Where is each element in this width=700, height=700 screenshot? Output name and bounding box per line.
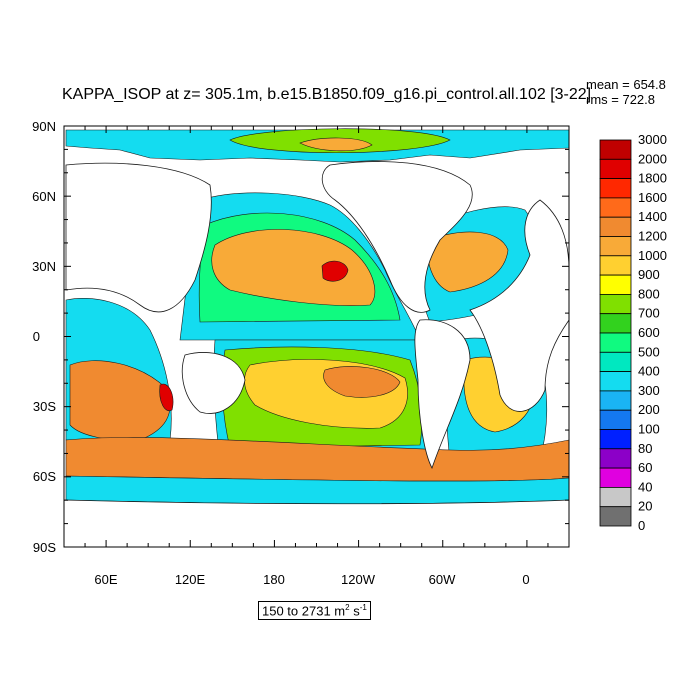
colorbar-level-label: 80 (638, 441, 652, 456)
colorbar-swatch (599, 313, 632, 334)
lon-label-180: 180 (263, 572, 285, 587)
range-label: 150 to 2731 m2 s-1 (258, 601, 371, 621)
colorbar-level-label: 0 (638, 518, 645, 533)
rms-stat: rms = 722.8 (586, 92, 656, 107)
south-america (414, 319, 471, 469)
north-atlantic-gyre (427, 231, 509, 293)
plot-title: KAPPA_ISOP at z= 305.1m, b.e15.B1850.f09… (62, 86, 592, 103)
colorbar-level-label: 200 (638, 402, 660, 417)
north-pacific-max (321, 260, 349, 282)
colorbar-swatch (599, 216, 632, 237)
colorbar-swatch (599, 448, 632, 469)
indian-ocean-gyre (69, 360, 171, 441)
lat-label-30n: 30N (32, 259, 56, 274)
colorbar-level-label: 1800 (638, 171, 667, 186)
colorbar-swatch (599, 236, 632, 257)
colorbar-swatch (599, 486, 632, 508)
north-america (321, 161, 473, 313)
colorbar-level-label: 900 (638, 267, 660, 282)
lat-label-90s: 90S (33, 540, 56, 555)
stats-block: mean = 654.8 rms = 722.8 (586, 77, 666, 107)
arctic-core (299, 137, 373, 152)
lat-label-0: 0 (33, 329, 40, 344)
colorbar-swatch (599, 506, 632, 527)
asia (65, 162, 212, 313)
colorbar-swatch (599, 255, 632, 276)
lon-label-60e: 60E (94, 572, 117, 587)
lon-label-60w: 60W (429, 572, 456, 587)
colorbar-level-label: 3000 (638, 132, 667, 147)
colorbar-level-label: 1600 (638, 190, 667, 205)
antarctica (64, 499, 569, 547)
mean-stat: mean = 654.8 (586, 77, 666, 92)
range-text: 150 to 2731 m (262, 603, 346, 619)
map-field (64, 126, 569, 547)
colorbar-level-label: 1000 (638, 248, 667, 263)
colorbar-level-label: 20 (638, 499, 652, 514)
colorbar-swatch (599, 351, 632, 372)
range-unit: s (349, 603, 360, 619)
colorbar-level-label: 1200 (638, 229, 667, 244)
colorbar-swatch (599, 429, 632, 450)
colorbar-level-label: 40 (638, 479, 652, 494)
range-sup-2: -1 (359, 603, 367, 612)
range-sup-1: 2 (345, 603, 350, 612)
lon-label-120w: 120W (341, 572, 376, 587)
australia (181, 352, 246, 414)
colorbar-swatch (599, 390, 632, 411)
lat-label-30s: 30S (33, 399, 56, 414)
colorbar-swatch (599, 371, 632, 392)
lat-label-60n: 60N (32, 189, 56, 204)
colorbar-level-label: 1400 (638, 209, 667, 224)
colorbar-swatch (599, 178, 632, 199)
colorbar-level-label: 800 (638, 286, 660, 301)
lat-axis-labels: 90N 60N 30N 0 30S 60S 90S (32, 119, 56, 555)
colorbar-swatch (599, 467, 632, 488)
colorbar: 3000200018001600140012001000900800700600… (599, 132, 667, 533)
colorbar-level-label: 700 (638, 306, 660, 321)
colorbar-swatch (599, 274, 632, 295)
colorbar-swatch (599, 197, 632, 218)
colorbar-swatch (599, 409, 632, 430)
colorbar-level-label: 500 (638, 344, 660, 359)
colorbar-level-label: 2000 (638, 151, 667, 166)
colorbar-swatch (599, 293, 632, 315)
colorbar-level-label: 100 (638, 422, 660, 437)
lon-label-0: 0 (522, 572, 529, 587)
lat-label-90n: 90N (32, 119, 56, 134)
colorbar-swatch (599, 139, 632, 160)
lon-label-120e: 120E (175, 572, 206, 587)
north-pacific-gyre (211, 229, 376, 306)
indian-ocean-max (159, 383, 174, 412)
colorbar-level-label: 400 (638, 364, 660, 379)
lat-label-60s: 60S (33, 469, 56, 484)
colorbar-level-label: 300 (638, 383, 660, 398)
colorbar-level-label: 600 (638, 325, 660, 340)
lon-axis-labels: 60E 120E 180 120W 60W 0 (94, 572, 529, 587)
axis-ticks (63, 125, 570, 548)
colorbar-swatch (599, 332, 632, 353)
south-pacific-core (323, 366, 401, 398)
colorbar-level-label: 60 (638, 460, 652, 475)
colorbar-swatch (599, 158, 632, 180)
